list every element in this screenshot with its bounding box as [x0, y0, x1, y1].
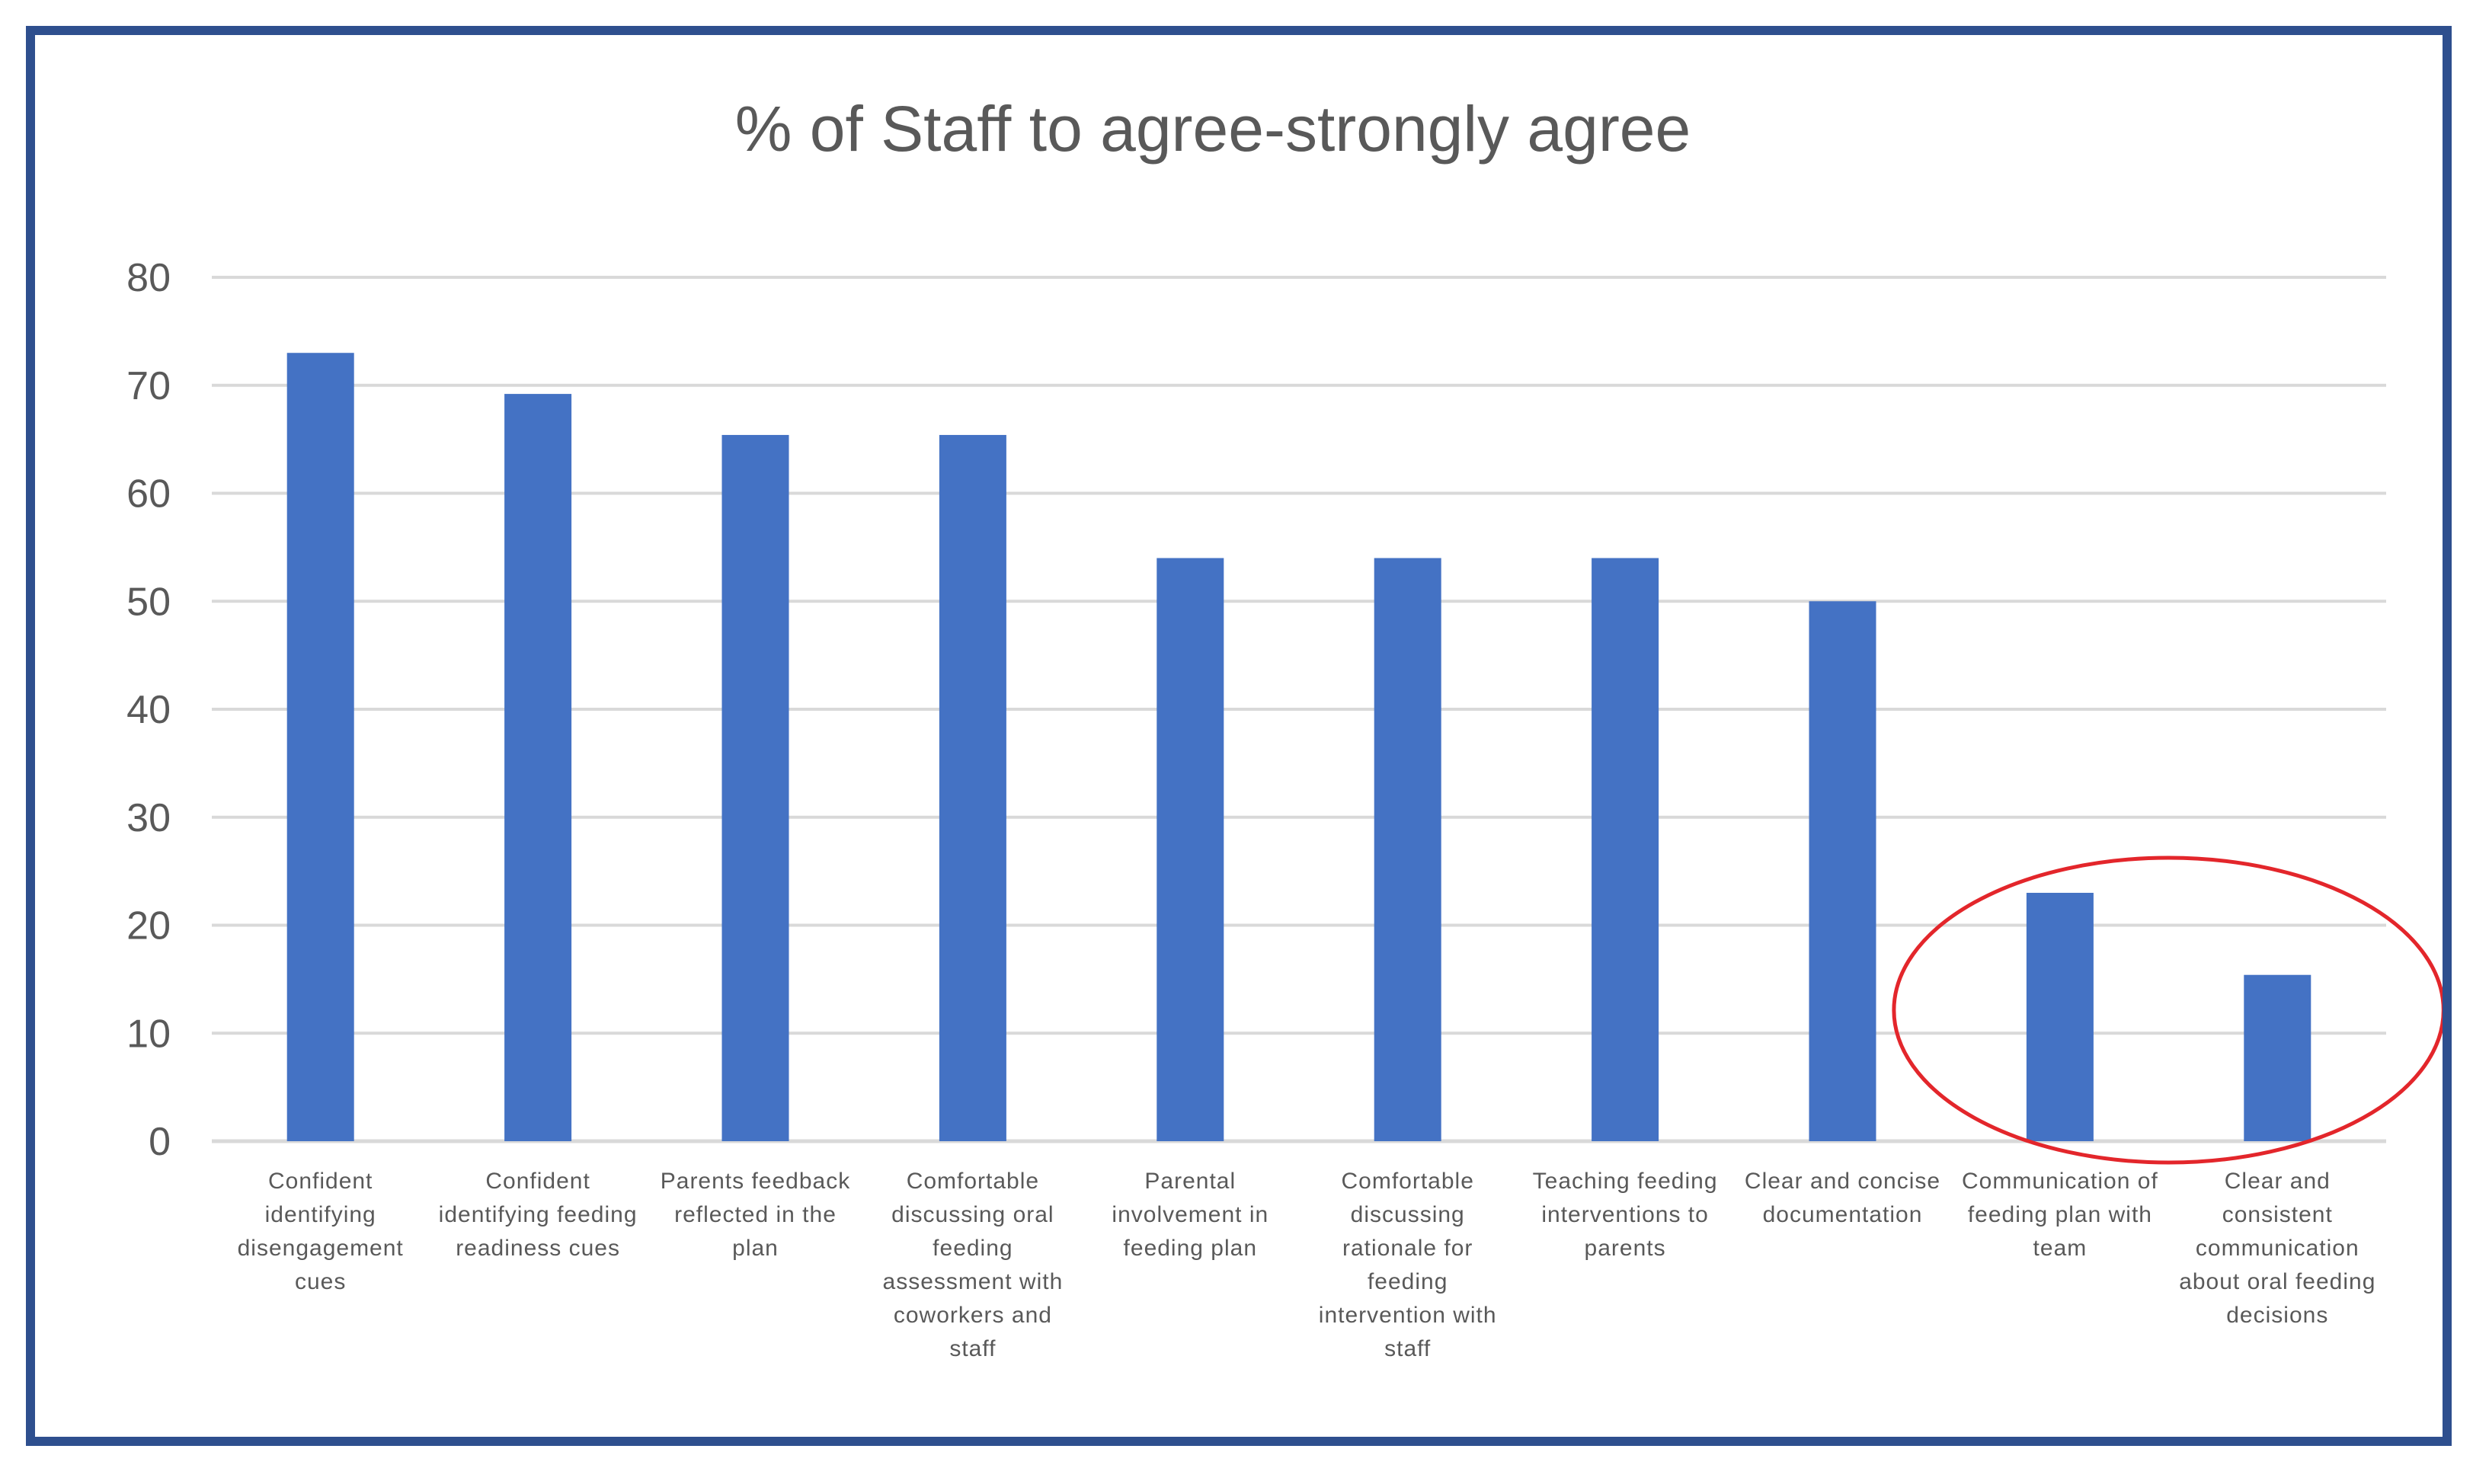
- bar: [1374, 558, 1441, 1141]
- y-axis-ticks: 0 10 20 30 40 50 60 70 80: [126, 256, 171, 1164]
- annotations: [1892, 856, 2443, 1165]
- x-tick-label: Parental involvement in feeding plan: [1112, 1169, 1268, 1261]
- bar: [1157, 558, 1224, 1141]
- y-tick-label: 40: [126, 688, 171, 732]
- x-tick-label: Teaching feeding interventions to parents: [1533, 1169, 1718, 1261]
- highlight-ellipse: [1892, 856, 2443, 1165]
- x-tick-label: Comfortable discussing rationale for feedin…: [1319, 1169, 1497, 1361]
- bar: [2026, 892, 2094, 1141]
- x-tick-label: Confident identifying disengagement cues: [238, 1169, 404, 1294]
- chart-title: % of Staff to agree-strongly agree: [735, 93, 1691, 165]
- bars: [286, 353, 2311, 1142]
- x-tick-label: Parents feedback reflected in the plan: [661, 1169, 850, 1261]
- bar: [286, 353, 354, 1142]
- bar: [939, 434, 1006, 1141]
- x-tick-label: Communication of feeding plan with team: [1962, 1169, 2158, 1261]
- y-tick-label: 80: [126, 256, 171, 300]
- y-tick-label: 70: [126, 364, 171, 408]
- y-tick-label: 10: [126, 1012, 171, 1056]
- bar: [1809, 601, 1876, 1141]
- bar: [721, 434, 789, 1141]
- x-tick-label: Clear and consistent communication about or…: [2179, 1169, 2375, 1328]
- bar: [504, 394, 572, 1141]
- y-tick-label: 60: [126, 472, 171, 517]
- x-tick-label: Confident identifying feeding readiness cu…: [439, 1169, 638, 1261]
- bar-chart: % of Staff to agree-strongly agree 0 10 20…: [126, 93, 2443, 1361]
- x-tick-label: Clear and concise documentation: [1745, 1169, 1940, 1227]
- x-tick-label: Comfortable discussing oral feeding assessm…: [883, 1169, 1064, 1361]
- bar: [2244, 974, 2311, 1141]
- y-tick-label: 30: [126, 796, 171, 840]
- bar: [1592, 558, 1659, 1141]
- x-axis-ticks: Confident identifying disengagement cues Con…: [238, 1169, 2375, 1361]
- y-tick-label: 0: [149, 1120, 171, 1164]
- y-tick-label: 20: [126, 904, 171, 948]
- chart-frame: % of Staff to agree-strongly agree 0 10 20…: [26, 26, 2452, 1446]
- y-tick-label: 50: [126, 580, 171, 624]
